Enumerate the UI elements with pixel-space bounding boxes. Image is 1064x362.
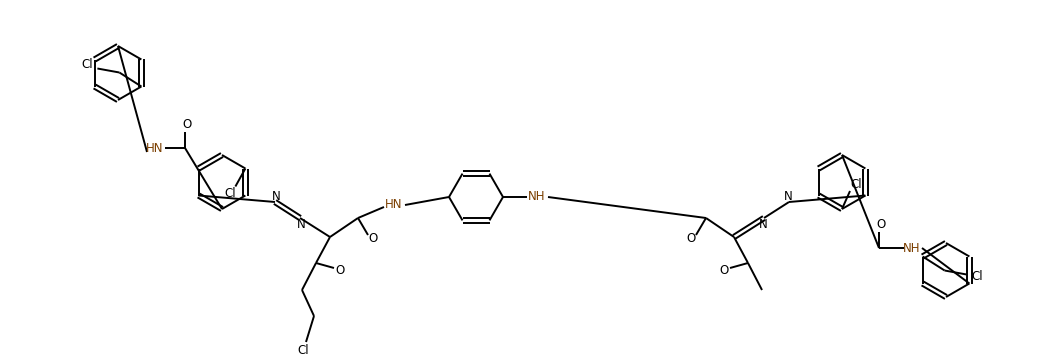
Text: Cl: Cl	[850, 178, 862, 191]
Text: O: O	[719, 264, 729, 277]
Text: Cl: Cl	[297, 344, 309, 357]
Text: Cl: Cl	[971, 270, 983, 283]
Text: HN: HN	[146, 142, 164, 155]
Text: O: O	[368, 232, 378, 245]
Text: N: N	[297, 218, 305, 231]
Text: HN: HN	[385, 198, 403, 211]
Text: N: N	[271, 189, 281, 202]
Text: O: O	[877, 219, 885, 232]
Text: O: O	[182, 118, 192, 131]
Text: N: N	[759, 218, 767, 231]
Text: O: O	[686, 232, 696, 245]
Text: O: O	[335, 264, 345, 277]
Text: Cl: Cl	[225, 187, 236, 200]
Text: Cl: Cl	[82, 58, 94, 71]
Text: N: N	[783, 189, 793, 202]
Text: NH: NH	[903, 241, 920, 254]
Text: NH: NH	[528, 190, 546, 203]
